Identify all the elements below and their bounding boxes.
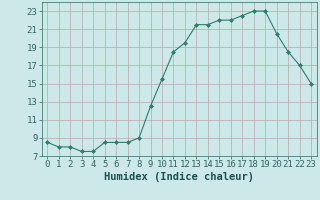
X-axis label: Humidex (Indice chaleur): Humidex (Indice chaleur) (104, 172, 254, 182)
